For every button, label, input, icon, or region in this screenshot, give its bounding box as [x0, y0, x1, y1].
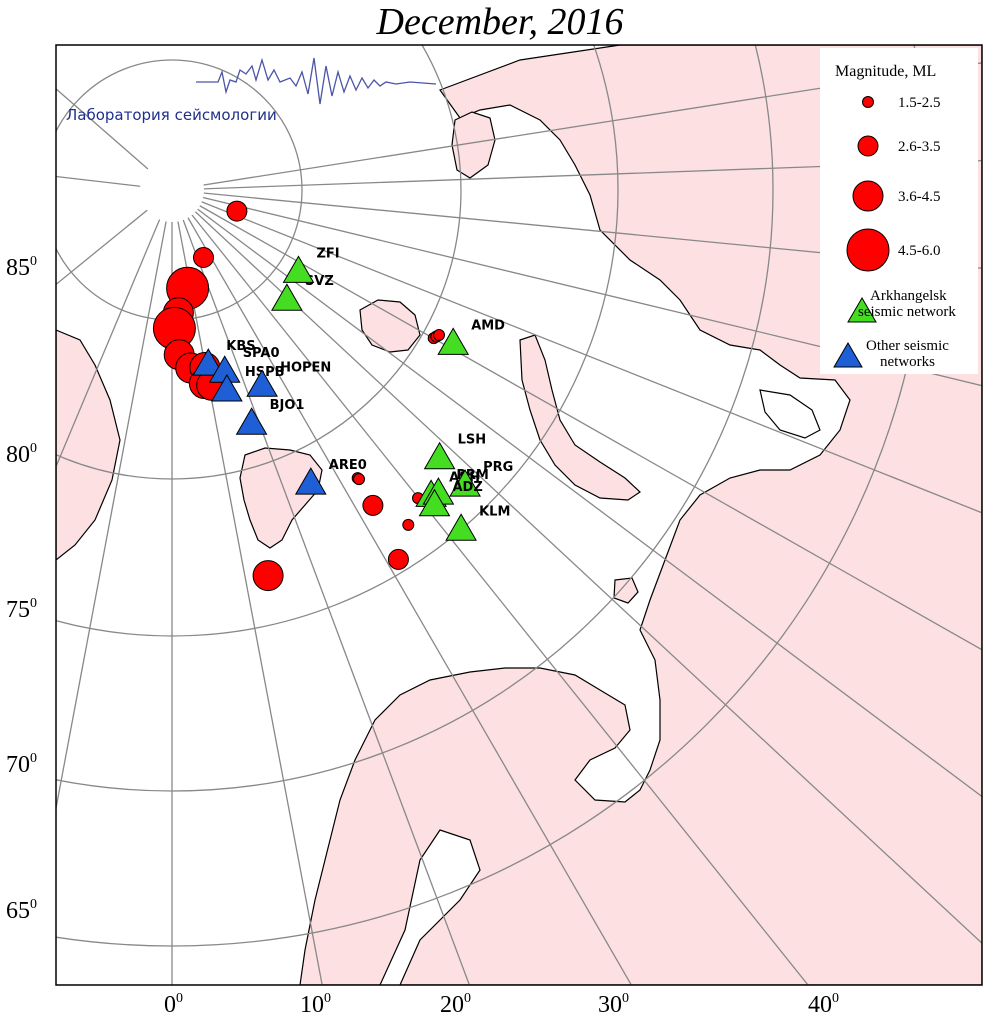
station-prg-marker [449, 469, 481, 497]
station-bjo1-label: BJO1 [270, 398, 305, 413]
map-title: December, 2016 [376, 1, 624, 43]
station-amd-marker [437, 327, 470, 355]
lab-logo: Лаборатория сейсмологии [66, 57, 437, 124]
legend-other-network-icon [833, 342, 863, 368]
event-marker-21 [387, 548, 409, 570]
event-marker-19 [252, 560, 284, 592]
seismogram-icon [196, 57, 437, 105]
station-spa0-label: SPA0 [243, 346, 280, 361]
legend-other-network-line2: networks [880, 354, 935, 370]
lon-label-20: 200 [440, 991, 471, 1018]
legend-other-network-line1: Other seismic [866, 338, 949, 354]
degree-mark: 0 [324, 991, 331, 1006]
legend-title: Magnitude, ML [835, 63, 936, 80]
lat-label-85: 850 [6, 254, 37, 281]
land-areas [56, 45, 982, 985]
degree-mark: 0 [176, 991, 183, 1006]
lon-label-0: 00 [164, 991, 183, 1018]
station-lsh-label: LSH [458, 433, 487, 448]
kolguev-island [613, 577, 639, 604]
event-marker-1 [226, 200, 248, 222]
legend-mag-2-label: 2.6-3.5 [898, 139, 941, 155]
legend-mag-1-label: 1.5-2.5 [898, 95, 941, 111]
yamal-peninsula [759, 389, 821, 439]
legend-arkhangelsk-icon [847, 297, 877, 323]
station-klm-marker [445, 513, 477, 541]
event-marker-16 [353, 473, 365, 486]
lon-label-30: 300 [598, 991, 629, 1018]
legend-box [820, 48, 978, 374]
severnaya-zemlya [451, 111, 496, 179]
station-zfi-label: ZFI [317, 246, 340, 261]
station-hopen-label: HOPEN [280, 360, 331, 375]
station-amd-label: AMD [471, 318, 505, 333]
longitude-labels: 00 100 200 300 400 [164, 991, 839, 1018]
lon-label-40: 400 [808, 991, 839, 1018]
lat-label-80: 800 [6, 441, 37, 468]
station-zfi-marker [282, 255, 315, 283]
event-marker-14 [433, 329, 445, 341]
station-adz-label: ADZ [453, 480, 483, 495]
svalbard [239, 447, 323, 549]
stations-layer: SVZZFIAMDLSHARHPRMPRGADZKLMKBSSPA0HSPBHO… [192, 246, 513, 541]
legend-mag-2-symbol [857, 135, 879, 157]
station-kbs-marker [192, 348, 225, 376]
eurasia-landmass [299, 45, 982, 985]
lat-label-70: 700 [6, 751, 37, 778]
station-klm-label: KLM [479, 504, 510, 519]
station-are0-marker [294, 467, 327, 495]
station-prg-label: PRG [483, 460, 513, 475]
degree-mark: 0 [30, 254, 37, 269]
degree-mark: 0 [30, 441, 37, 456]
lab-logo-text: Лаборатория сейсмологии [66, 106, 277, 124]
degree-mark: 0 [622, 991, 629, 1006]
franz-josef-land [359, 299, 421, 353]
degree-mark: 0 [30, 897, 37, 912]
station-svz-marker [271, 283, 303, 311]
event-marker-18 [362, 494, 384, 516]
legend-mag-1-symbol [862, 96, 874, 108]
event-marker-20 [402, 518, 415, 531]
legend-mag-3-symbol [852, 180, 884, 212]
station-hspb-label: HSPB [245, 365, 285, 380]
legend-mag-3-label: 3.6-4.5 [898, 189, 941, 205]
lat-label-75: 750 [6, 596, 37, 623]
novaya-zemlya [519, 334, 641, 501]
station-are0-label: ARE0 [329, 458, 367, 473]
lat-label-65: 650 [6, 897, 37, 924]
station-lsh-marker [423, 441, 456, 470]
legend-arkhangelsk-line1: Arkhangelsk [870, 288, 947, 304]
legend: Magnitude, ML 1.5-2.5 2.6-3.5 3.6-4.5 4.… [820, 48, 978, 374]
map-frame [55, 44, 983, 986]
station-adz-marker [418, 488, 451, 517]
lon-label-10: 100 [300, 991, 331, 1018]
latitude-labels: 850 800 750 700 650 [6, 254, 37, 924]
station-kbs-label: KBS [226, 339, 255, 354]
greenland [56, 329, 121, 561]
station-svz-label: SVZ [305, 274, 334, 289]
legend-mag-4-label: 4.5-6.0 [898, 243, 941, 259]
station-bjo1-marker [235, 407, 268, 435]
event-marker-2 [193, 247, 214, 268]
degree-mark: 0 [30, 751, 37, 766]
degree-mark: 0 [832, 991, 839, 1006]
degree-mark: 0 [30, 596, 37, 611]
polar-cap [140, 158, 204, 222]
degree-mark: 0 [464, 991, 471, 1006]
station-hopen-marker [246, 369, 278, 397]
legend-arkhangelsk-line2: seismic network [858, 304, 956, 320]
legend-mag-4-symbol [846, 228, 890, 272]
station-hspb-marker [211, 373, 243, 402]
